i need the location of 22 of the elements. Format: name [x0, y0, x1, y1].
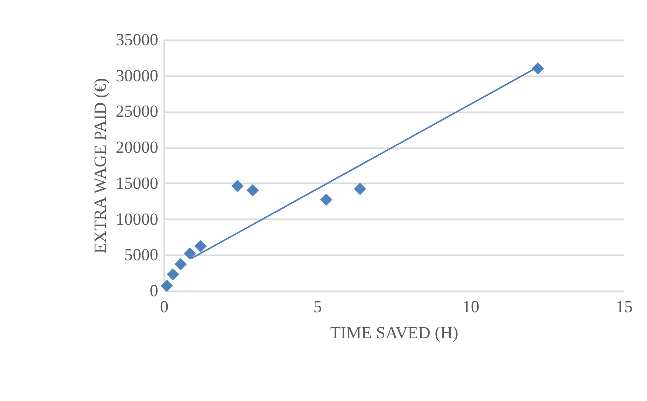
y-tick-label: 15000: [116, 174, 158, 193]
point: [167, 268, 180, 281]
point: [231, 180, 244, 192]
y-tick-label: 25000: [116, 102, 158, 122]
y-tick-label: 35000: [116, 30, 158, 50]
y-axis-title: EXTRA WAGE PAID (€): [91, 78, 110, 254]
point: [320, 194, 333, 206]
point: [194, 240, 207, 253]
x-tick-label: 5: [314, 298, 322, 316]
point: [160, 280, 174, 292]
point: [174, 258, 187, 271]
point: [184, 248, 196, 260]
y-tick-label: 20000: [116, 138, 158, 158]
x-tick-label: 10: [462, 298, 480, 316]
y-tick-label: 30000: [116, 66, 158, 86]
y-tick-label: 10000: [116, 210, 158, 229]
x-axis-title: TIME SAVED (H): [330, 324, 459, 342]
x-tick-label: 15: [616, 298, 633, 316]
y-tick-label: 5000: [124, 246, 158, 265]
point: [354, 183, 366, 196]
y-tick-label: 0: [150, 282, 158, 300]
point: [246, 184, 260, 197]
